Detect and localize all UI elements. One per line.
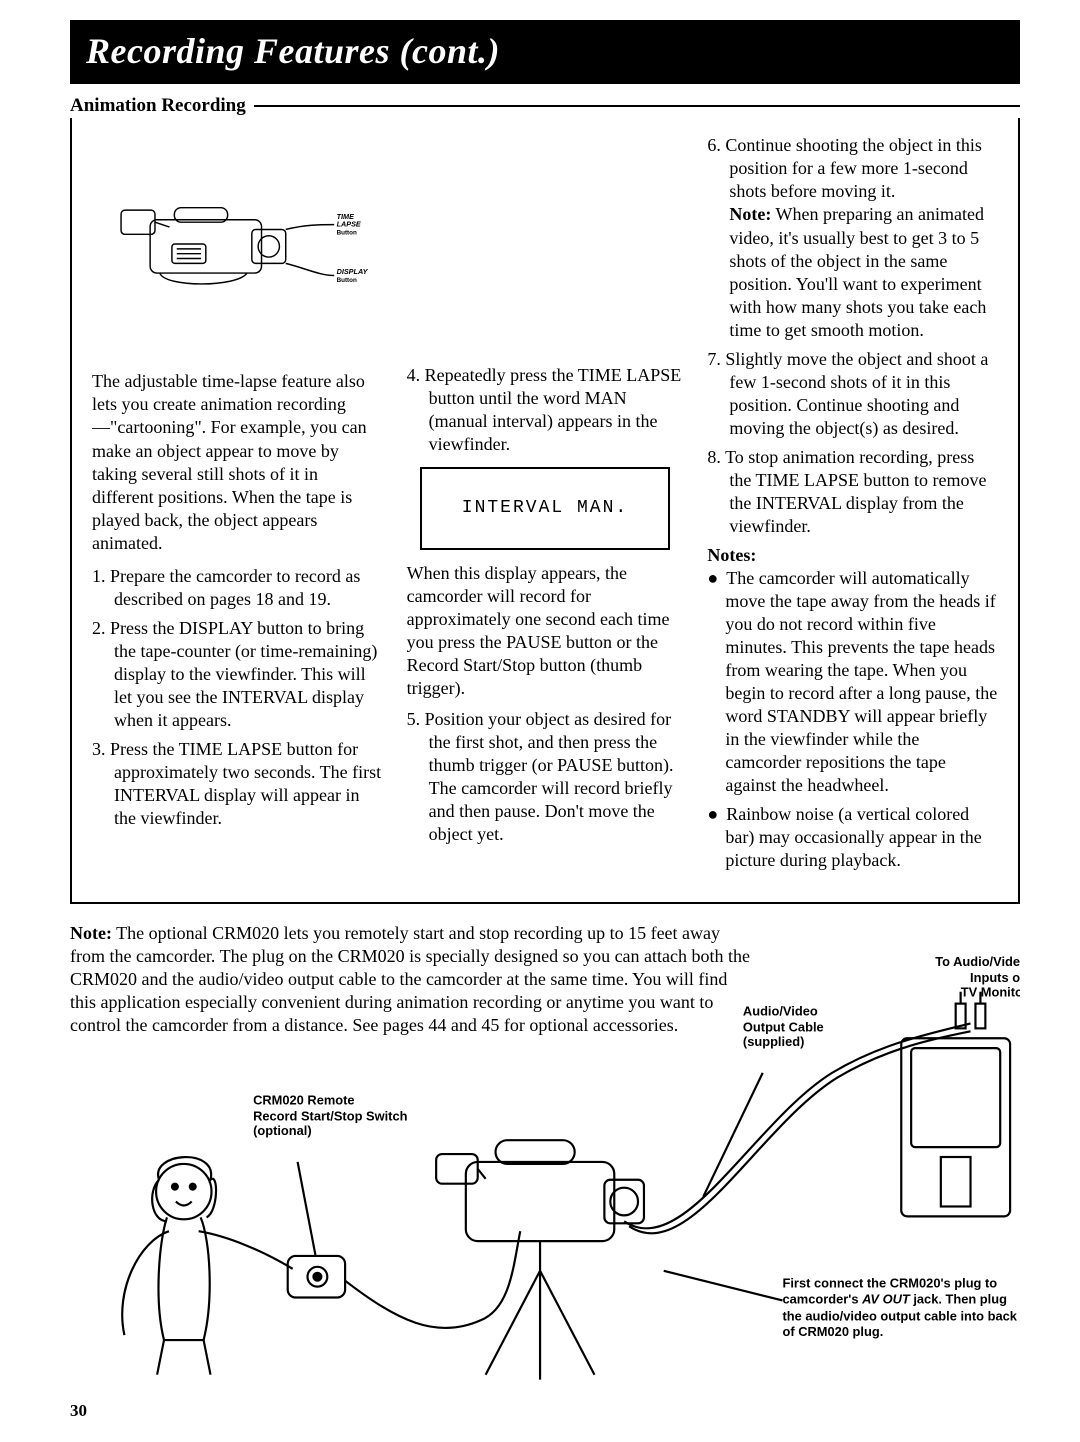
step-7: 7. Slightly move the object and shoot a …	[707, 348, 998, 440]
step-5: 5. Position your object as desired for t…	[407, 708, 684, 846]
step-2: 2. Press the DISPLAY button to bring the…	[92, 617, 383, 732]
note-bullet-2: Rainbow noise (a vertical colored bar) m…	[707, 803, 998, 872]
title-rule	[254, 105, 1020, 107]
connect-label: First connect the CRM020's plug to camco…	[783, 1276, 1021, 1340]
time-lapse-callout-sub: Button	[337, 230, 357, 237]
notes-heading: Notes:	[707, 544, 998, 567]
section-title-text: Animation Recording	[70, 94, 246, 118]
connection-diagram: CRM020 RemoteRecord Start/Stop Switch(op…	[70, 922, 1020, 1392]
page-banner: Recording Features (cont.)	[70, 20, 1020, 84]
step-6-note: Note: When preparing an animated video, …	[729, 204, 986, 339]
column-1: TIME LAPSE Button DISPLAY Button The adj…	[92, 134, 383, 878]
main-content-box: TIME LAPSE Button DISPLAY Button The adj…	[70, 118, 1020, 904]
av-cable-label: Audio/VideoOutput Cable(supplied)	[743, 1004, 882, 1050]
step-3: 3. Press the TIME LAPSE button for appro…	[92, 738, 383, 830]
after-lcd-paragraph: When this display appears, the camcorder…	[407, 562, 684, 700]
tv-label: To Audio/VideoInputs onTV Monitor	[899, 954, 1020, 1000]
col2-steps-b: 5. Position your object as desired for t…	[407, 708, 684, 846]
display-callout-sub: Button	[337, 277, 357, 284]
time-lapse-callout-title2: LAPSE	[337, 220, 362, 229]
camcorder-illustration: TIME LAPSE Button DISPLAY Button	[92, 134, 383, 354]
display-callout-title: DISPLAY	[337, 267, 369, 276]
step-6-text: 6. Continue shooting the object in this …	[707, 135, 981, 201]
note-bullet-1: The camcorder will automatically move th…	[707, 567, 998, 797]
section-title-row: Animation Recording	[70, 94, 1020, 118]
col3-steps: 6. Continue shooting the object in this …	[707, 134, 998, 538]
column-3: 6. Continue shooting the object in this …	[707, 134, 998, 878]
columns: TIME LAPSE Button DISPLAY Button The adj…	[92, 134, 998, 878]
bottom-area: Note: The optional CRM020 lets you remot…	[70, 922, 1020, 1392]
page-number: 30	[70, 1400, 1020, 1422]
step-8: 8. To stop animation recording, press th…	[707, 446, 998, 538]
remote-label: CRM020 RemoteRecord Start/Stop Switch(op…	[253, 1093, 481, 1139]
intro-paragraph: The adjustable time-lapse feature also l…	[92, 370, 383, 554]
column-2: 4. Repeatedly press the TIME LAPSE butto…	[407, 134, 684, 878]
col2-steps: 4. Repeatedly press the TIME LAPSE butto…	[407, 364, 684, 456]
step-1: 1. Prepare the camcorder to record as de…	[92, 565, 383, 611]
notes-bullets: The camcorder will automatically move th…	[707, 567, 998, 872]
step-4: 4. Repeatedly press the TIME LAPSE butto…	[407, 364, 684, 456]
col1-steps: 1. Prepare the camcorder to record as de…	[92, 565, 383, 830]
step-6: 6. Continue shooting the object in this …	[707, 134, 998, 341]
lcd-display: INTERVAL MAN.	[420, 467, 669, 550]
